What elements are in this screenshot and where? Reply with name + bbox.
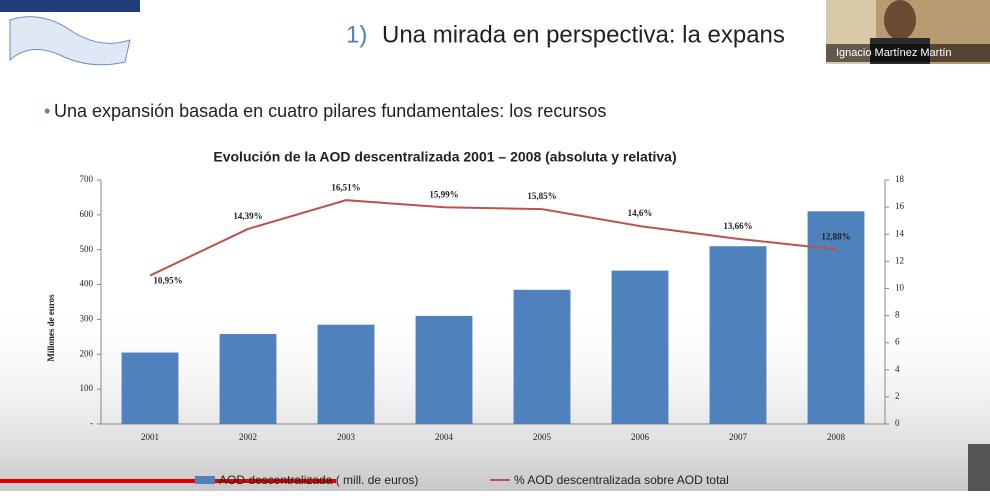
bar <box>611 270 669 424</box>
x-tick-label: 2004 <box>435 432 454 442</box>
legend-label: % AOD descentralizada sobre AOD total <box>514 473 729 487</box>
side-tab <box>968 444 990 491</box>
data-label: 14,6% <box>628 208 653 218</box>
progress-bar <box>0 479 336 483</box>
bar <box>709 246 767 424</box>
y2-tick-label: 14 <box>895 228 905 238</box>
x-tick-label: 2006 <box>631 432 650 442</box>
y-tick-label: 100 <box>80 383 94 393</box>
y-tick-label: 200 <box>80 348 94 358</box>
bar <box>807 211 865 424</box>
y-tick-label: 500 <box>80 244 94 254</box>
y2-tick-label: 6 <box>895 337 900 347</box>
data-label: 15,99% <box>429 189 458 199</box>
x-tick-label: 2003 <box>337 432 356 442</box>
y-axis-title: Millones de euros <box>46 294 56 362</box>
data-label: 10,95% <box>153 276 182 286</box>
x-tick-label: 2005 <box>533 432 552 442</box>
data-label: 15,85% <box>527 191 556 201</box>
x-tick-label: 2007 <box>729 432 748 442</box>
bar <box>121 352 179 424</box>
legend-label: AOD descentralizada ( mill. de euros) <box>219 473 418 487</box>
data-label: 16,51% <box>331 182 360 192</box>
video-tile: Ignacio Martínez Martín <box>826 0 990 64</box>
y-tick-label: 700 <box>80 174 94 184</box>
y2-tick-label: 10 <box>895 283 905 293</box>
data-label: 12,88% <box>821 231 850 241</box>
x-tick-label: 2008 <box>827 432 846 442</box>
x-tick-label: 2002 <box>239 432 257 442</box>
bar <box>513 289 571 424</box>
y-tick-label: 600 <box>80 209 94 219</box>
y-tick-label: 400 <box>80 279 94 289</box>
y-tick-label: 300 <box>80 313 94 323</box>
bar <box>219 334 277 424</box>
bullet-dot: • <box>44 101 50 121</box>
x-tick-label: 2001 <box>141 432 159 442</box>
bar <box>415 315 473 424</box>
y2-tick-label: 8 <box>895 310 900 320</box>
chart-title: Evolución de la AOD descentralizada 2001… <box>213 149 676 165</box>
participant-name: Ignacio Martínez Martín <box>836 47 952 59</box>
y2-tick-label: 18 <box>895 174 905 184</box>
logo <box>0 0 140 66</box>
y-tick-label: - <box>90 418 93 428</box>
y2-tick-label: 0 <box>895 418 900 428</box>
data-label: 13,66% <box>723 221 752 231</box>
bar <box>317 324 375 424</box>
legend-swatch <box>195 476 215 484</box>
bullet-text: Una expansión basada en cuatro pilares f… <box>54 101 606 121</box>
y2-tick-label: 12 <box>895 255 904 265</box>
slide-number: 1) <box>346 21 367 48</box>
data-label: 14,39% <box>233 211 262 221</box>
line <box>149 199 837 277</box>
y2-tick-label: 2 <box>895 391 900 401</box>
y2-tick-label: 16 <box>895 201 905 211</box>
y2-tick-label: 4 <box>895 364 900 374</box>
slide-heading: Una mirada en perspectiva: la expans <box>382 21 785 48</box>
